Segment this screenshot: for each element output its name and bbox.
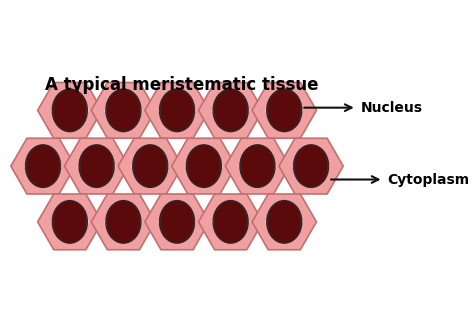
Polygon shape <box>199 194 263 250</box>
Polygon shape <box>51 205 89 239</box>
Polygon shape <box>145 194 209 250</box>
Ellipse shape <box>188 146 220 187</box>
Polygon shape <box>211 94 250 127</box>
Polygon shape <box>292 149 330 183</box>
Ellipse shape <box>105 200 142 244</box>
Polygon shape <box>11 138 75 194</box>
Polygon shape <box>252 83 317 138</box>
Text: Nucleus: Nucleus <box>360 101 422 115</box>
Polygon shape <box>37 194 102 250</box>
Ellipse shape <box>105 89 142 132</box>
Ellipse shape <box>25 144 61 188</box>
Ellipse shape <box>239 144 276 188</box>
Ellipse shape <box>134 146 166 187</box>
Ellipse shape <box>212 89 249 132</box>
Ellipse shape <box>241 146 273 187</box>
Polygon shape <box>184 149 223 183</box>
Polygon shape <box>225 138 290 194</box>
Ellipse shape <box>212 200 249 244</box>
Text: A typical meristematic tissue: A typical meristematic tissue <box>45 76 318 94</box>
Polygon shape <box>279 138 343 194</box>
Polygon shape <box>158 205 196 239</box>
Ellipse shape <box>52 200 88 244</box>
Ellipse shape <box>186 144 222 188</box>
Ellipse shape <box>107 90 139 131</box>
Ellipse shape <box>293 144 329 188</box>
Polygon shape <box>238 149 277 183</box>
Ellipse shape <box>52 89 88 132</box>
Polygon shape <box>131 149 170 183</box>
Ellipse shape <box>54 90 86 131</box>
Polygon shape <box>51 94 89 127</box>
Ellipse shape <box>268 90 301 131</box>
Polygon shape <box>265 205 303 239</box>
Polygon shape <box>64 138 129 194</box>
Ellipse shape <box>161 90 193 131</box>
Polygon shape <box>158 94 196 127</box>
Polygon shape <box>91 83 155 138</box>
Polygon shape <box>91 194 155 250</box>
Ellipse shape <box>132 144 168 188</box>
Polygon shape <box>77 149 116 183</box>
Polygon shape <box>199 83 263 138</box>
Ellipse shape <box>215 201 247 242</box>
Polygon shape <box>145 83 209 138</box>
Ellipse shape <box>107 201 139 242</box>
Polygon shape <box>118 138 182 194</box>
Ellipse shape <box>81 146 113 187</box>
Polygon shape <box>265 94 303 127</box>
Polygon shape <box>252 194 317 250</box>
Text: Cytoplasm: Cytoplasm <box>387 172 469 187</box>
Ellipse shape <box>266 89 302 132</box>
Ellipse shape <box>161 201 193 242</box>
Polygon shape <box>104 205 143 239</box>
Ellipse shape <box>215 90 247 131</box>
Polygon shape <box>37 83 102 138</box>
Ellipse shape <box>78 144 115 188</box>
Polygon shape <box>172 138 236 194</box>
Ellipse shape <box>159 89 195 132</box>
Polygon shape <box>211 205 250 239</box>
Ellipse shape <box>159 200 195 244</box>
Ellipse shape <box>27 146 59 187</box>
Ellipse shape <box>268 201 301 242</box>
Ellipse shape <box>295 146 327 187</box>
Polygon shape <box>104 94 143 127</box>
Ellipse shape <box>266 200 302 244</box>
Ellipse shape <box>54 201 86 242</box>
Polygon shape <box>24 149 62 183</box>
